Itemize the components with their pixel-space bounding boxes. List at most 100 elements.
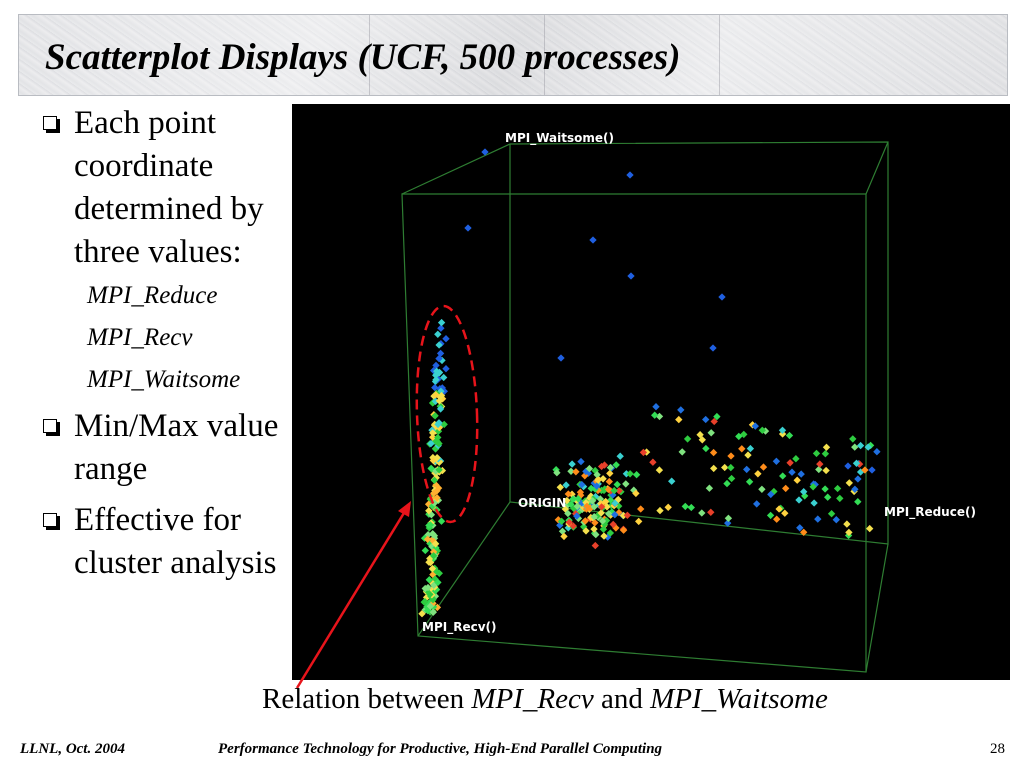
scatter-point <box>600 532 608 540</box>
scatter-point <box>758 426 766 434</box>
scatter-point <box>440 373 448 382</box>
scatter-point <box>822 443 831 451</box>
scatter-point <box>775 505 783 513</box>
scatter-point <box>431 540 440 548</box>
scatter-point <box>788 468 796 476</box>
scatter-point <box>710 464 718 473</box>
scatter-point <box>560 532 568 541</box>
bullet-text: Min/Max value range <box>74 408 279 487</box>
scatter-point <box>844 462 852 470</box>
scatter-point <box>707 429 715 437</box>
scatter-point <box>744 451 752 459</box>
bounding-box <box>401 141 889 673</box>
scatter-point <box>597 503 606 511</box>
scatter-point <box>622 480 630 488</box>
scatter-point <box>583 502 591 510</box>
scatter-point <box>464 224 472 232</box>
scatter-point <box>605 510 613 518</box>
scatter-point <box>437 324 445 332</box>
scatter-point <box>655 466 664 474</box>
slide-title: Scatterplot Displays (UCF, 500 processes… <box>45 37 681 78</box>
scatter-point <box>779 472 787 480</box>
scatter-point <box>565 518 573 526</box>
scatterplot-3d: MPI_Waitsome() MPI_Reduce() MPI_Recv() O… <box>292 104 1010 680</box>
scatter-point <box>430 476 439 484</box>
scatter-point <box>816 460 824 468</box>
scatter-point <box>782 484 790 493</box>
scatter-point <box>564 490 572 498</box>
scatter-point <box>569 495 577 503</box>
scatter-point <box>675 415 683 424</box>
scatter-point <box>637 505 645 513</box>
scatter-point <box>616 452 624 460</box>
scatter-point <box>845 528 853 537</box>
scatter-point <box>702 415 710 424</box>
title-banner: Scatterplot Displays (UCF, 500 processes… <box>18 14 1008 96</box>
scatter-point <box>767 490 775 499</box>
scatter-point <box>843 520 851 528</box>
scatter-point <box>797 470 805 478</box>
scatter-point <box>592 530 600 539</box>
scatter-point <box>429 548 438 556</box>
scatter-point <box>639 448 648 457</box>
axis-label-origin: ORIGIN <box>518 496 566 510</box>
scatter-point <box>433 494 441 502</box>
scatter-point <box>854 498 862 506</box>
scatter-point <box>433 367 441 375</box>
scatter-point <box>738 445 746 453</box>
scatter-point <box>601 497 610 506</box>
scatter-point <box>632 489 640 498</box>
scatter-point <box>432 376 440 384</box>
scatter-point <box>786 459 794 467</box>
scatter-point <box>822 466 830 475</box>
banner-seam <box>544 15 545 95</box>
scatter-point <box>619 526 628 534</box>
scatter-point <box>606 463 615 472</box>
scatter-point <box>577 457 585 466</box>
scatter-point <box>724 519 732 527</box>
scatter-point <box>626 470 634 478</box>
scatter-point <box>809 483 817 491</box>
scatter-point <box>727 474 736 483</box>
scatter-point <box>589 236 597 244</box>
sub-bullet: MPI_Waitsome <box>87 366 241 393</box>
scatter-point <box>766 511 775 520</box>
caption-term-recv: MPI_Recv <box>471 683 594 715</box>
scatter-point <box>785 431 794 440</box>
bullet-item: Min/Max value range <box>40 405 290 491</box>
scatter-point <box>652 403 660 411</box>
scatter-point <box>557 517 566 525</box>
scatter-point <box>687 503 695 512</box>
scatter-point <box>433 454 441 462</box>
sub-bullet: MPI_Reduce <box>87 282 218 309</box>
scatter-point <box>713 412 721 421</box>
scatter-point <box>442 365 450 373</box>
scatter-point <box>815 465 823 474</box>
scatter-point <box>557 354 565 362</box>
scatter-point <box>833 484 842 493</box>
scatter-point <box>681 502 689 511</box>
scatter-point <box>574 495 582 503</box>
scatter-point <box>563 496 571 505</box>
scatter-point <box>581 517 589 525</box>
data-points <box>418 148 881 618</box>
scatter-point <box>594 476 602 484</box>
scatter-point <box>773 515 781 523</box>
box-edge <box>401 143 511 195</box>
scatter-point <box>436 349 445 358</box>
scatter-point <box>709 344 717 352</box>
box-edge <box>865 141 889 195</box>
scatter-point <box>627 272 635 280</box>
scatter-point <box>827 510 836 518</box>
scatter-point <box>735 432 743 441</box>
scatter-point <box>599 525 608 533</box>
axis-label-reduce: MPI_Reduce() <box>884 505 976 520</box>
scatter-point <box>585 464 594 473</box>
scatter-point <box>590 525 598 533</box>
scatter-point <box>746 444 755 453</box>
scatter-point <box>606 529 615 537</box>
scatter-point <box>429 433 437 441</box>
scatter-point <box>632 471 641 479</box>
box-edge <box>865 543 889 673</box>
scatter-point <box>753 500 761 508</box>
